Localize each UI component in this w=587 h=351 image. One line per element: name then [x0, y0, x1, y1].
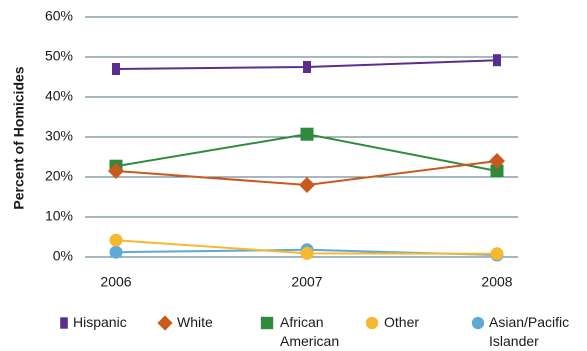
series-other: [109, 233, 504, 261]
legend-label: Hispanic: [73, 314, 127, 330]
data-point-marker: [60, 317, 68, 329]
data-point-marker: [493, 54, 501, 67]
series-lines: [108, 54, 505, 262]
x-axis-ticks: 2006 2007 2008: [100, 274, 512, 290]
x-tick-label: 2007: [291, 274, 322, 290]
legend-item: African American: [260, 314, 339, 349]
data-point-marker: [108, 163, 124, 179]
legend-label: African American: [280, 314, 339, 349]
legend-item: Hispanic: [60, 314, 127, 330]
data-point-marker: [490, 247, 504, 261]
data-point-marker: [157, 315, 173, 331]
legend-label: White: [177, 314, 213, 330]
legend-item: Other: [365, 314, 419, 330]
x-tick-label: 2008: [481, 274, 512, 290]
data-point-marker: [260, 316, 274, 330]
data-point-marker: [300, 127, 314, 141]
y-axis-label: Percent of Homicides: [11, 66, 27, 209]
y-tick-label: 50%: [45, 48, 73, 64]
y-tick-label: 40%: [45, 88, 73, 104]
legend-label: Asian/Pacific Islander: [489, 314, 569, 349]
series-hispanic: [112, 54, 501, 75]
legend-item: Asian/Pacific Islander: [471, 314, 569, 349]
data-point-marker: [471, 316, 485, 330]
x-tick-label: 2006: [100, 274, 131, 290]
data-point-marker: [303, 61, 311, 73]
data-point-marker: [112, 63, 120, 75]
data-point-marker: [489, 153, 505, 169]
series-white: [108, 153, 505, 193]
data-point-marker: [300, 246, 314, 260]
legend-label: Other: [384, 314, 419, 330]
y-tick-label: 0%: [53, 248, 73, 264]
legend: Hispanic White African American Other Asian/P…: [60, 314, 569, 349]
y-tick-label: 20%: [45, 168, 73, 184]
data-point-marker: [299, 177, 315, 193]
y-axis-ticks: 0% 10% 20% 30% 40% 50% 60%: [45, 8, 73, 264]
series-african-american: [109, 127, 504, 178]
legend-item: White: [157, 314, 213, 331]
gridlines: [85, 16, 518, 258]
data-point-marker: [109, 245, 123, 259]
y-tick-label: 30%: [45, 128, 73, 144]
data-point-marker: [490, 164, 504, 178]
data-point-marker: [365, 316, 379, 330]
y-tick-label: 60%: [45, 8, 73, 24]
y-tick-label: 10%: [45, 208, 73, 224]
data-point-marker: [109, 233, 123, 247]
